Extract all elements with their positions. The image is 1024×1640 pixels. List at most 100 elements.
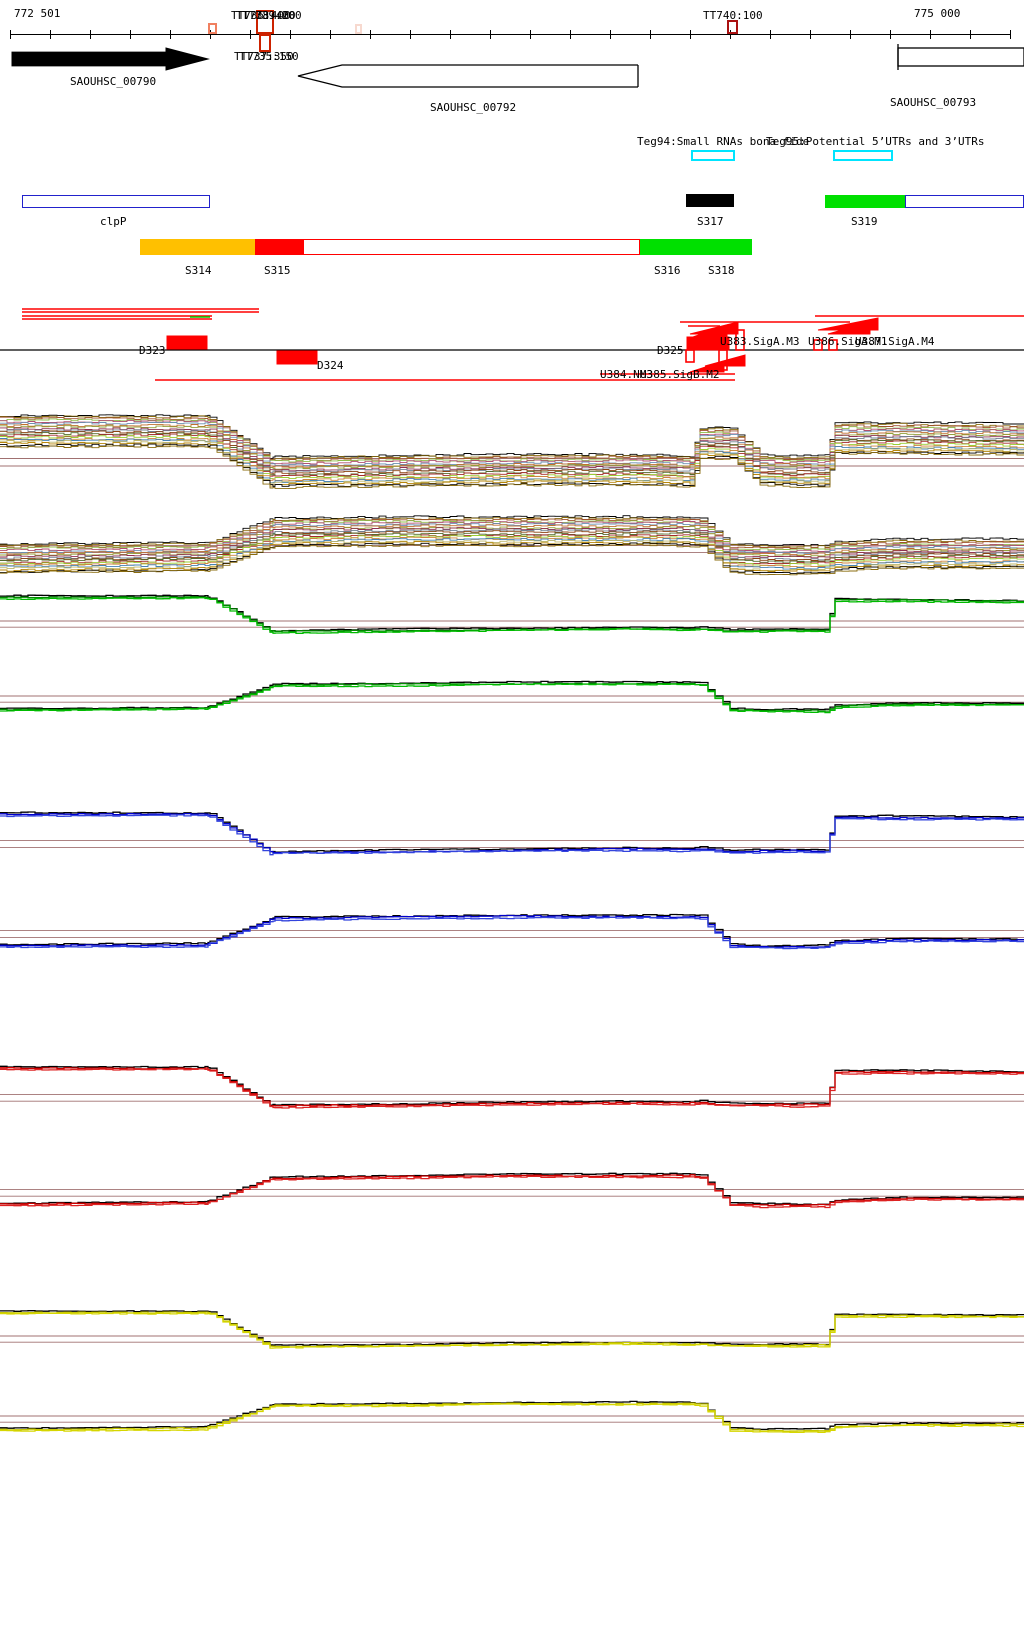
expression-series[interactable] xyxy=(0,425,1024,470)
expression-series[interactable] xyxy=(0,414,1024,459)
segment-feature-S314[interactable] xyxy=(140,239,255,255)
expression-series[interactable] xyxy=(0,1403,1024,1434)
expression-series[interactable] xyxy=(0,527,1024,559)
expression-series[interactable] xyxy=(0,439,1024,485)
ruler-tick xyxy=(610,30,611,39)
expression-series[interactable] xyxy=(0,420,1024,465)
expression-series[interactable] xyxy=(0,544,1024,576)
u-feature-stem[interactable] xyxy=(813,339,823,351)
ruler-tick xyxy=(570,30,571,39)
utr-transcript-track[interactable]: D323 D324 D325 U383.SigA.M3 U386.SigA.M1 U387… xyxy=(0,0,1024,400)
expression-panel-yellow-condition-plus[interactable] xyxy=(0,1310,1024,1349)
ruler-tick xyxy=(770,30,771,39)
segment-feature-S315[interactable] xyxy=(255,239,303,255)
expression-series[interactable] xyxy=(0,517,1024,548)
expression-panel-all-samples-minus-strand[interactable] xyxy=(0,515,1024,576)
expression-series[interactable] xyxy=(0,442,1024,487)
expression-series[interactable] xyxy=(0,435,1024,480)
utr-shapes[interactable] xyxy=(0,0,1024,400)
teg-box[interactable] xyxy=(833,150,893,161)
expression-series[interactable] xyxy=(0,525,1024,558)
expression-series[interactable] xyxy=(0,428,1024,473)
ruler-baseline xyxy=(10,34,1010,35)
expression-series[interactable] xyxy=(0,1310,1024,1346)
ruler-tick xyxy=(250,30,251,39)
teg-box[interactable] xyxy=(691,150,735,161)
expression-series[interactable] xyxy=(0,541,1024,572)
expression-series[interactable] xyxy=(0,518,1024,550)
terminator-label: TT737:350 xyxy=(234,50,294,63)
expression-series[interactable] xyxy=(0,431,1024,477)
operon-feature-clpP[interactable] xyxy=(22,195,210,208)
expression-series[interactable] xyxy=(0,445,1024,490)
expression-series[interactable] xyxy=(0,416,1024,462)
gene-SAOUHSC_00790[interactable] xyxy=(11,47,210,71)
expression-panel-blue-condition-plus[interactable] xyxy=(0,811,1024,856)
expression-series[interactable] xyxy=(0,1174,1024,1207)
expression-series[interactable] xyxy=(0,1175,1024,1209)
ruler-tick xyxy=(10,30,11,39)
gene-SAOUHSC_00792[interactable] xyxy=(297,64,638,88)
u-feature-stem[interactable] xyxy=(685,349,695,363)
terminator-mark-TT739-200[interactable] xyxy=(355,24,362,34)
teg-label: Teg95:Potential 5’UTRs and 3’UTRs xyxy=(766,135,985,148)
expression-series[interactable] xyxy=(0,1067,1024,1107)
gene-shapes[interactable] xyxy=(0,0,1024,110)
expression-series[interactable] xyxy=(0,1312,1024,1349)
expression-panel-red-condition-plus[interactable] xyxy=(0,1065,1024,1109)
d-feature-D323[interactable] xyxy=(166,335,208,350)
teg-small-rna-track[interactable]: Teg94:Small RNAs bona fide Teg95:Potentia… xyxy=(0,0,1024,175)
terminator-mark-TT740-100[interactable] xyxy=(727,20,738,34)
segment-feature[interactable] xyxy=(303,239,640,255)
expression-series[interactable] xyxy=(0,534,1024,567)
segment-label: S316 xyxy=(654,264,681,277)
expression-series[interactable] xyxy=(0,531,1024,564)
expression-series[interactable] xyxy=(0,433,1024,477)
expression-panel-all-samples-plus-strand[interactable] xyxy=(0,414,1024,490)
terminator-mark-TT737-350[interactable] xyxy=(259,34,271,52)
expression-series[interactable] xyxy=(0,594,1024,632)
terminator-mark-TT738-400[interactable] xyxy=(256,10,274,34)
expression-series[interactable] xyxy=(0,811,1024,853)
u-feature-wedge xyxy=(827,321,871,335)
expression-series[interactable] xyxy=(0,1065,1024,1106)
ruler-tick xyxy=(890,30,891,39)
gene-feature-track[interactable]: SAOUHSC_00790 SAOUHSC_00792 SAOUHSC_00793 xyxy=(0,0,1024,113)
expression-series[interactable] xyxy=(0,437,1024,482)
d-feature-label: D324 xyxy=(317,359,344,372)
expression-series[interactable] xyxy=(0,438,1024,484)
expression-panel-green-condition-minus[interactable] xyxy=(0,680,1024,714)
u-feature-wedge xyxy=(704,354,746,367)
operon-label: clpP xyxy=(100,215,127,228)
expression-series[interactable] xyxy=(0,597,1024,634)
expression-series[interactable] xyxy=(0,814,1024,856)
expression-series[interactable] xyxy=(0,914,1024,948)
expression-series[interactable] xyxy=(0,1400,1024,1431)
u-feature-wedge xyxy=(689,360,725,373)
operon-feature-S317[interactable] xyxy=(686,194,734,207)
expression-panel-yellow-condition-minus[interactable] xyxy=(0,1400,1024,1434)
expression-panel-green-condition-plus[interactable] xyxy=(0,594,1024,634)
expression-series[interactable] xyxy=(0,524,1024,557)
segment-label: S314 xyxy=(185,264,212,277)
expression-series[interactable] xyxy=(0,521,1024,553)
expression-panel-red-condition-minus[interactable] xyxy=(0,1172,1024,1209)
terminator-mark-TT736-400[interactable] xyxy=(208,23,217,34)
expression-series[interactable] xyxy=(0,534,1024,565)
expression-panel-blue-condition-minus[interactable] xyxy=(0,913,1024,950)
u-feature-stem[interactable] xyxy=(828,339,838,351)
expression-series[interactable] xyxy=(0,683,1024,714)
operon-segment-track[interactable]: clpP S317 S319 S314 S315 S316 S318 xyxy=(0,0,1024,280)
expression-series[interactable] xyxy=(0,427,1024,472)
ruler-tick xyxy=(290,30,291,39)
segment-feature-S316[interactable] xyxy=(640,239,752,255)
expression-series[interactable] xyxy=(0,596,1024,633)
u-feature-stem[interactable] xyxy=(735,329,745,351)
expression-series[interactable] xyxy=(0,537,1024,570)
operon-feature-S319[interactable] xyxy=(825,195,905,208)
expression-series[interactable] xyxy=(0,916,1024,950)
d-feature-D324[interactable] xyxy=(276,350,318,365)
expression-series[interactable] xyxy=(0,1068,1024,1109)
